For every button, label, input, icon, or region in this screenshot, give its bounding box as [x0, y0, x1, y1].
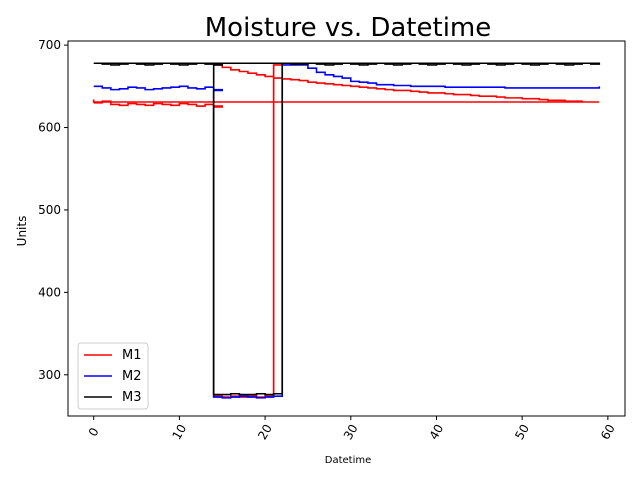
chart-title: Moisture vs. Datetime [205, 13, 492, 43]
x-tick-label: 50 [512, 422, 532, 442]
x-tick-label: 40 [427, 422, 447, 442]
legend-label-m3: M3 [122, 390, 142, 405]
legend-label-m1: M1 [122, 348, 142, 363]
x-tick-label: 20 [255, 422, 275, 442]
legend-label-m2: M2 [122, 369, 142, 384]
y-axis-ticks: 300 400 500 600 700 [38, 38, 68, 382]
y-tick-label: 300 [38, 368, 61, 382]
x-axis-ticks: 0 10 20 30 40 50 60 [86, 416, 618, 442]
series-line-m1 [92, 62, 600, 398]
plot-frame [67, 40, 626, 417]
x-tick-label: 10 [170, 422, 190, 442]
y-tick-label: 500 [38, 203, 61, 217]
series-line-m3 [93, 62, 601, 396]
x-axis-label: Datetime [325, 455, 372, 466]
y-axis-label: Units [15, 216, 29, 247]
x-tick-label: 0 [86, 425, 102, 439]
y-tick-label: 700 [38, 38, 61, 52]
x-tick-label: 60 [598, 422, 618, 442]
y-tick-label: 600 [38, 121, 61, 135]
legend-box [77, 342, 149, 410]
x-tick-label: 30 [341, 422, 361, 442]
legend: M1 M2 M3 [77, 342, 149, 410]
series-layer [92, 62, 601, 399]
y-tick-label: 400 [38, 285, 61, 299]
series-line-m2 [93, 64, 601, 399]
